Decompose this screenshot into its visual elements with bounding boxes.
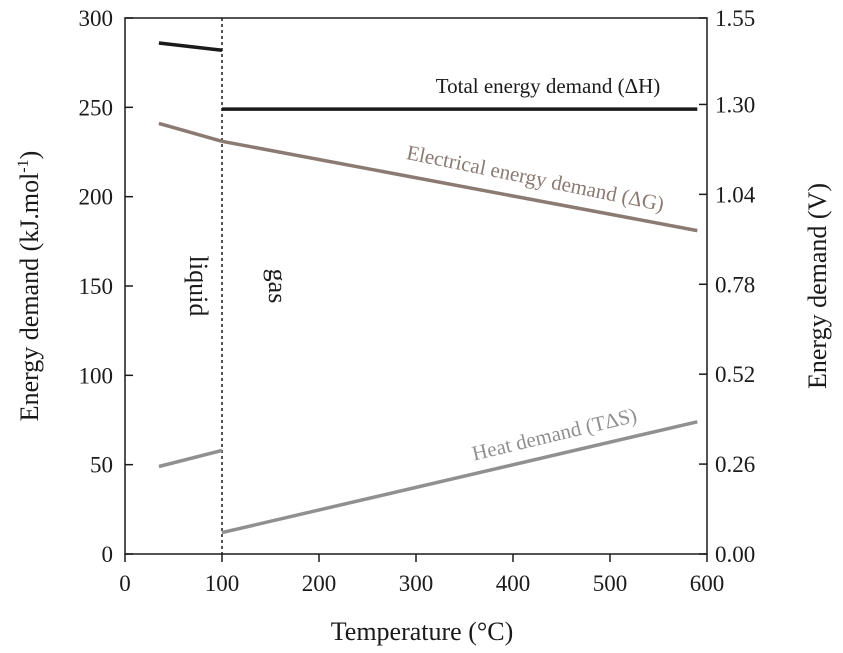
- heat-demand-line-liquid: [158, 448, 223, 469]
- y-left-tick-label: 250: [79, 95, 114, 120]
- y-axis-left-title: Energy demand (kJ.mol-1): [15, 151, 44, 422]
- y-right-tick-label: 1.30: [715, 92, 755, 117]
- annotation-total-energy: Total energy demand (ΔH): [436, 74, 661, 98]
- y-right-tick-label: 1.55: [715, 6, 755, 31]
- y-left-tick-label: 150: [79, 274, 114, 299]
- y-right-tick-label: 0.78: [715, 272, 755, 297]
- y-left-tick-label: 50: [90, 453, 113, 478]
- heat-demand-line-gas: [221, 420, 698, 535]
- x-tick-label: 300: [399, 571, 434, 596]
- electrical-energy-line-liquid: [158, 121, 223, 143]
- total-energy-line-liquid: [158, 41, 223, 52]
- x-axis-title: Temperature (°C): [331, 617, 514, 646]
- annotation-electrical-energy: Electrical energy demand (ΔG): [405, 140, 667, 216]
- x-tick-label: 200: [302, 571, 337, 596]
- y-left-tick-label: 0: [102, 542, 114, 567]
- axis-ticks: [124, 17, 708, 562]
- x-tick-label: 400: [496, 571, 531, 596]
- y-right-tick-label: 0.00: [715, 542, 755, 567]
- series-lines: [158, 41, 698, 535]
- y-right-tick-label: 0.52: [715, 362, 755, 387]
- y-axis-right-title: Energy demand (V): [803, 183, 832, 389]
- x-tick-label: 0: [119, 571, 131, 596]
- electrical-energy-line-gas: [221, 139, 698, 233]
- x-tick-label: 500: [593, 571, 628, 596]
- y-axis-left-title-close: ): [15, 151, 44, 160]
- y-right-tick-label: 0.26: [715, 452, 755, 477]
- y-right-tick-label: 1.04: [715, 182, 756, 207]
- y-axis-left-title-sup: -1: [15, 159, 32, 172]
- region-label-liquid: liquid: [184, 256, 213, 317]
- axis-tick-labels: 0 100 200 300 400 500 600 0 50 100 150 200 250 300 0.0…: [79, 6, 756, 596]
- x-tick-label: 600: [690, 571, 725, 596]
- y-left-tick-label: 300: [79, 6, 114, 31]
- x-tick-label: 100: [205, 571, 240, 596]
- y-axis-left-title-main: Energy demand (kJ.mol: [15, 173, 44, 422]
- y-left-tick-label: 200: [79, 185, 114, 210]
- region-label-gas: gas: [263, 269, 292, 304]
- y-left-tick-label: 100: [79, 363, 114, 388]
